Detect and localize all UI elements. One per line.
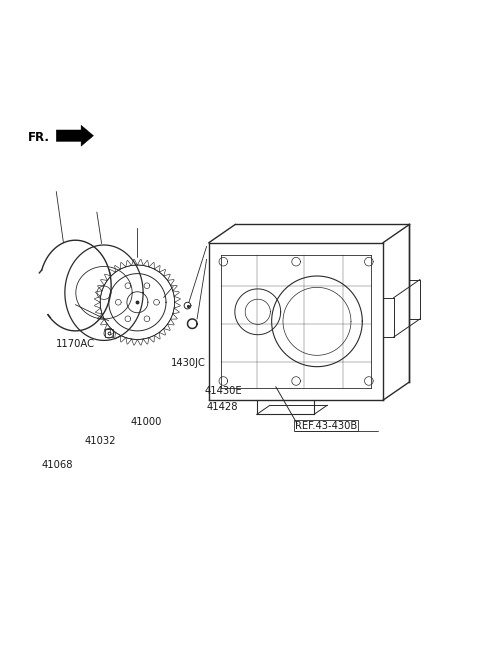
Text: 41032: 41032 [85, 436, 117, 445]
Text: 1170AC: 1170AC [56, 339, 95, 349]
Text: FR.: FR. [28, 131, 49, 144]
Text: 41428: 41428 [206, 402, 238, 412]
Text: REF.43-430B: REF.43-430B [295, 421, 357, 431]
Text: 41430E: 41430E [204, 386, 242, 396]
Text: 41068: 41068 [42, 459, 73, 470]
Bar [105, 329, 113, 337]
Polygon shape [56, 125, 94, 147]
Text: 1430JC: 1430JC [171, 358, 205, 368]
Text: 41000: 41000 [130, 417, 162, 426]
